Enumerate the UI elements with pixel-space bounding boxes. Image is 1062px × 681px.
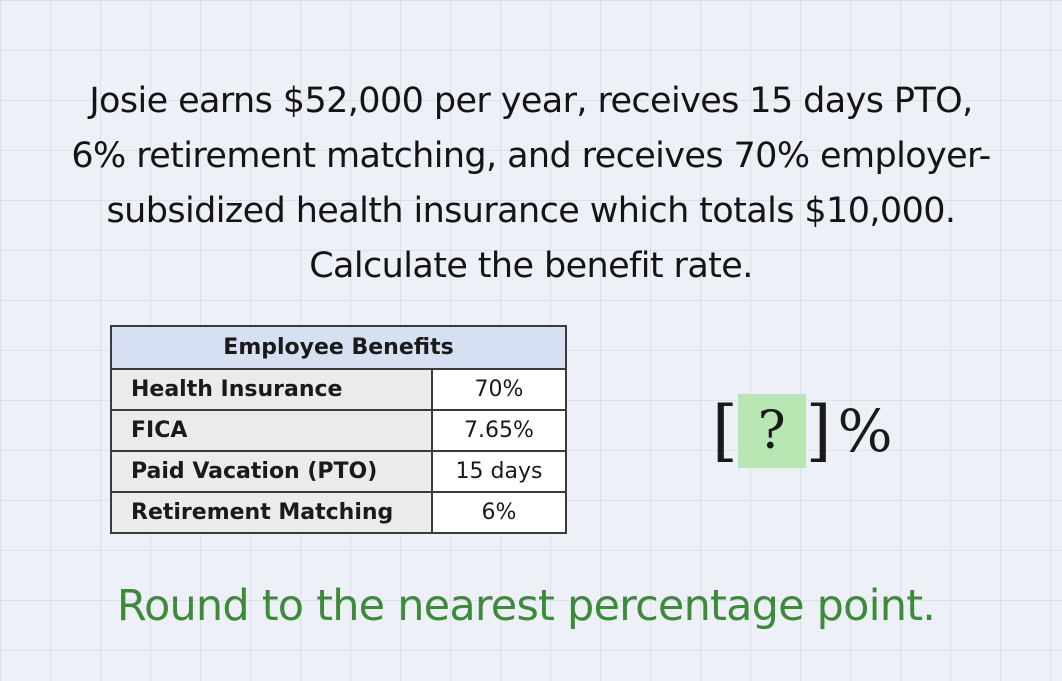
open-bracket: [	[712, 392, 738, 469]
row-value: 6%	[431, 491, 567, 534]
row-label: Health Insurance	[110, 368, 433, 411]
answer-placeholder: ?	[757, 401, 786, 461]
question-line: Calculate the benefit rate.	[309, 246, 753, 286]
table-header: Employee Benefits	[110, 325, 567, 370]
row-value: 70%	[431, 368, 567, 411]
answer-area: [ ? ] %	[712, 388, 893, 474]
row-value: 15 days	[431, 450, 567, 493]
question-text: Josie earns $52,000 per year, receives 1…	[0, 74, 1062, 294]
table-row: Paid Vacation (PTO) 15 days	[110, 450, 567, 493]
rounding-instruction: Round to the nearest percentage point.	[116, 581, 936, 631]
percent-sign: %	[837, 397, 893, 465]
question-line: 6% retirement matching, and receives 70%…	[71, 136, 991, 176]
table-header-row: Employee Benefits	[110, 325, 567, 370]
row-label: Retirement Matching	[110, 491, 433, 534]
table-row: FICA 7.65%	[110, 409, 567, 452]
row-label: FICA	[110, 409, 433, 452]
employee-benefits-table: Employee Benefits Health Insurance 70% F…	[110, 325, 567, 534]
close-bracket: ]	[805, 392, 832, 469]
row-label: Paid Vacation (PTO)	[110, 450, 433, 493]
table-row: Health Insurance 70%	[110, 368, 567, 411]
question-line: subsidized health insurance which totals…	[106, 191, 956, 231]
table-row: Retirement Matching 6%	[110, 491, 567, 534]
answer-input-box[interactable]: ?	[737, 394, 806, 468]
question-line: Josie earns $52,000 per year, receives 1…	[89, 81, 973, 121]
row-value: 7.65%	[431, 409, 567, 452]
